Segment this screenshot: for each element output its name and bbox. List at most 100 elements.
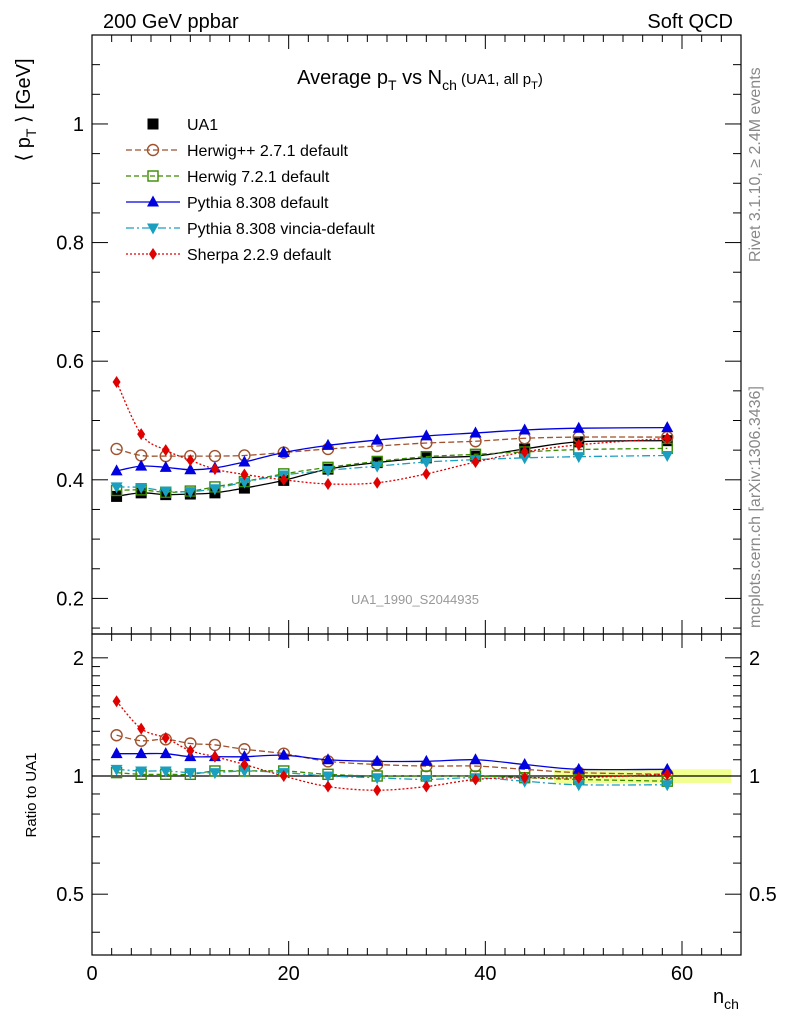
data-point (161, 731, 170, 744)
rivet-side-label: Rivet 3.1.10, ≥ 2.4M events (747, 67, 764, 262)
data-point (574, 438, 583, 451)
data-point (111, 490, 123, 502)
legend-entry-sherpa: Sherpa 2.2.9 default (126, 247, 332, 264)
data-point (322, 753, 334, 765)
data-point (371, 461, 384, 473)
data-point (469, 426, 482, 438)
header-left-label: 200 GeV ppbar (103, 11, 239, 33)
legend-label: Herwig++ 2.7.1 default (187, 143, 349, 160)
legend-marker (149, 248, 157, 260)
y-tick-label-right: 1 (749, 766, 760, 788)
legend-marker (147, 195, 159, 207)
data-point (661, 780, 674, 792)
data-point (110, 442, 123, 456)
data-point (210, 750, 219, 763)
y-tick-label: 0.2 (56, 588, 84, 610)
data-point (159, 747, 172, 759)
data-point (240, 468, 249, 481)
data-point (135, 747, 148, 759)
data-point (210, 463, 219, 476)
data-point (520, 771, 529, 784)
data-point (469, 753, 482, 765)
legend-label: UA1 (187, 117, 218, 134)
data-point (471, 456, 480, 469)
legend-marker (147, 170, 159, 182)
data-point (663, 432, 672, 445)
data-point (112, 375, 121, 388)
data-point (110, 747, 123, 759)
data-point (112, 695, 121, 708)
data-point (324, 477, 332, 490)
series-herwigpp (110, 430, 674, 463)
data-point (186, 454, 195, 467)
data-point (135, 459, 148, 471)
x-tick-label: 60 (671, 963, 693, 985)
data-point (110, 729, 123, 742)
data-point (279, 770, 288, 783)
data-point (518, 453, 531, 465)
series-pythia (110, 421, 674, 476)
data-point (135, 766, 148, 778)
data-point (371, 773, 384, 785)
x-axis-label: nch (713, 986, 739, 1012)
plot-frame (91, 633, 742, 956)
series-line (115, 381, 668, 485)
data-point (184, 463, 197, 475)
data-point (373, 784, 382, 797)
mcplots-side-label: mcplots.cern.ch [arXiv:1306.3436] (747, 386, 764, 628)
data-point (572, 780, 585, 792)
chart-title: Average pT vs Nch (UA1, all pT) (297, 67, 543, 93)
legend-entry-data: UA1 (147, 117, 218, 134)
data-point (137, 428, 146, 441)
data-point (373, 476, 382, 489)
series-sherpa (112, 375, 672, 490)
y-tick-label: 1 (73, 766, 84, 788)
main-y-axis-label: ⟨ pT ⟩ [GeV] (13, 58, 39, 161)
data-point (572, 421, 585, 433)
data-point (422, 467, 431, 480)
data-point (110, 764, 123, 776)
y-tick-label-right: 2 (749, 648, 760, 670)
y-tick-label: 2 (73, 648, 84, 670)
y-tick-label: 0.5 (56, 884, 84, 906)
data-point (208, 484, 221, 496)
data-point (574, 771, 583, 784)
data-point (279, 473, 288, 486)
data-point (572, 452, 585, 464)
data-point (238, 477, 251, 489)
ratio-plot-panel: 0 20 40 60 0.5 0.5 1 1 2 2 (56, 633, 777, 985)
header-right-label: Soft QCD (647, 11, 733, 33)
series-sherpa (112, 695, 672, 797)
data-point (322, 771, 334, 783)
data-point (277, 446, 290, 458)
series-line (116, 734, 668, 775)
legend: UA1 Herwig++ 2.7.1 default Herwig 7.2.1 de… (126, 117, 375, 264)
legend-entry-herwig7: Herwig 7.2.1 default (126, 169, 330, 186)
data-point (137, 722, 146, 735)
y-tick-label: 1 (73, 114, 84, 136)
legend-marker (147, 223, 159, 235)
series-line (116, 436, 668, 457)
data-point (277, 748, 290, 760)
x-tick-label: 40 (474, 963, 496, 985)
data-point (184, 768, 197, 780)
data-point (322, 438, 334, 450)
y-tick-label: 0.4 (56, 470, 84, 492)
data-point (110, 482, 123, 494)
data-point (238, 455, 251, 467)
main-plot-panel: 0.2 0.4 0.6 0.8 1 (56, 34, 742, 635)
series-line (116, 447, 668, 493)
legend-marker (146, 143, 160, 157)
data-point (110, 464, 123, 476)
data-point (184, 487, 197, 499)
data-point (238, 750, 251, 762)
ratio-y-axis-label: Ratio to UA1 (23, 752, 40, 837)
y-tick-label: 0.8 (56, 233, 84, 255)
data-point (572, 762, 585, 774)
legend-entry-herwigpp: Herwig++ 2.7.1 default (126, 143, 349, 160)
data-point (324, 780, 332, 793)
series-pythia (110, 747, 674, 774)
data-point (663, 768, 672, 781)
y-tick-label-right: 0.5 (749, 884, 777, 906)
